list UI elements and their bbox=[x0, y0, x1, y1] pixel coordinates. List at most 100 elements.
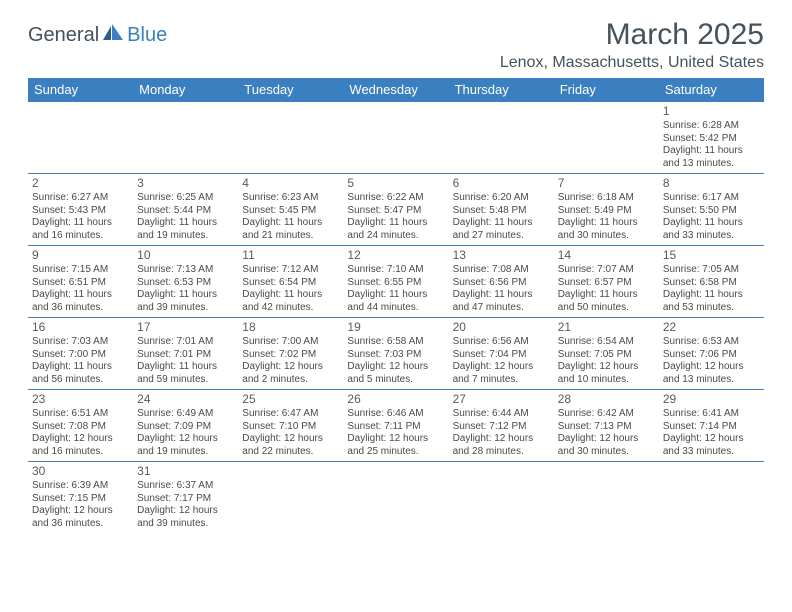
day-number: 11 bbox=[242, 248, 339, 263]
sunrise-text: Sunrise: 6:18 AM bbox=[558, 192, 655, 205]
logo-text-blue: Blue bbox=[127, 24, 167, 47]
calendar-cell: 9Sunrise: 7:15 AMSunset: 6:51 PMDaylight… bbox=[28, 246, 133, 318]
calendar-cell: 15Sunrise: 7:05 AMSunset: 6:58 PMDayligh… bbox=[659, 246, 764, 318]
sunset-text: Sunset: 6:58 PM bbox=[663, 277, 760, 290]
daylight-text: Daylight: 12 hours bbox=[347, 433, 444, 446]
sunset-text: Sunset: 7:13 PM bbox=[558, 421, 655, 434]
day-number: 12 bbox=[347, 248, 444, 263]
day-number: 15 bbox=[663, 248, 760, 263]
day-number: 4 bbox=[242, 176, 339, 191]
sunset-text: Sunset: 7:09 PM bbox=[137, 421, 234, 434]
sunrise-text: Sunrise: 6:58 AM bbox=[347, 336, 444, 349]
sunset-text: Sunset: 7:01 PM bbox=[137, 349, 234, 362]
daylight-text: Daylight: 11 hours bbox=[558, 217, 655, 230]
title-block: March 2025 Lenox, Massachusetts, United … bbox=[500, 18, 764, 72]
calendar-cell: 21Sunrise: 6:54 AMSunset: 7:05 PMDayligh… bbox=[554, 318, 659, 390]
day-number: 13 bbox=[453, 248, 550, 263]
day-number: 30 bbox=[32, 464, 129, 479]
daylight-text: and 25 minutes. bbox=[347, 446, 444, 459]
daylight-text: and 30 minutes. bbox=[558, 230, 655, 243]
sunrise-text: Sunrise: 6:54 AM bbox=[558, 336, 655, 349]
sunset-text: Sunset: 6:53 PM bbox=[137, 277, 234, 290]
daylight-text: and 36 minutes. bbox=[32, 302, 129, 315]
day-header: Wednesday bbox=[343, 78, 448, 102]
sunrise-text: Sunrise: 7:13 AM bbox=[137, 264, 234, 277]
daylight-text: Daylight: 11 hours bbox=[32, 289, 129, 302]
sunrise-text: Sunrise: 6:37 AM bbox=[137, 480, 234, 493]
day-number: 6 bbox=[453, 176, 550, 191]
daylight-text: Daylight: 12 hours bbox=[32, 433, 129, 446]
daylight-text: and 42 minutes. bbox=[242, 302, 339, 315]
calendar-row: 2Sunrise: 6:27 AMSunset: 5:43 PMDaylight… bbox=[28, 174, 764, 246]
day-number: 21 bbox=[558, 320, 655, 335]
daylight-text: and 13 minutes. bbox=[663, 374, 760, 387]
day-number: 25 bbox=[242, 392, 339, 407]
sunrise-text: Sunrise: 7:03 AM bbox=[32, 336, 129, 349]
daylight-text: and 19 minutes. bbox=[137, 446, 234, 459]
sunrise-text: Sunrise: 6:28 AM bbox=[663, 120, 760, 133]
daylight-text: Daylight: 11 hours bbox=[32, 217, 129, 230]
calendar-cell: 4Sunrise: 6:23 AMSunset: 5:45 PMDaylight… bbox=[238, 174, 343, 246]
calendar-cell: 19Sunrise: 6:58 AMSunset: 7:03 PMDayligh… bbox=[343, 318, 448, 390]
calendar-cell-empty bbox=[554, 102, 659, 174]
calendar-cell-empty bbox=[343, 462, 448, 534]
calendar-cell-empty bbox=[238, 462, 343, 534]
daylight-text: Daylight: 12 hours bbox=[663, 361, 760, 374]
daylight-text: and 56 minutes. bbox=[32, 374, 129, 387]
daylight-text: and 33 minutes. bbox=[663, 230, 760, 243]
daylight-text: and 5 minutes. bbox=[347, 374, 444, 387]
day-number: 5 bbox=[347, 176, 444, 191]
daylight-text: and 44 minutes. bbox=[347, 302, 444, 315]
sunrise-text: Sunrise: 6:56 AM bbox=[453, 336, 550, 349]
sunrise-text: Sunrise: 6:27 AM bbox=[32, 192, 129, 205]
daylight-text: and 53 minutes. bbox=[663, 302, 760, 315]
sunrise-text: Sunrise: 6:17 AM bbox=[663, 192, 760, 205]
day-number: 20 bbox=[453, 320, 550, 335]
day-header: Tuesday bbox=[238, 78, 343, 102]
calendar-cell: 29Sunrise: 6:41 AMSunset: 7:14 PMDayligh… bbox=[659, 390, 764, 462]
daylight-text: and 22 minutes. bbox=[242, 446, 339, 459]
daylight-text: and 39 minutes. bbox=[137, 518, 234, 531]
sunset-text: Sunset: 7:02 PM bbox=[242, 349, 339, 362]
daylight-text: and 7 minutes. bbox=[453, 374, 550, 387]
calendar-cell: 31Sunrise: 6:37 AMSunset: 7:17 PMDayligh… bbox=[133, 462, 238, 534]
calendar-cell: 5Sunrise: 6:22 AMSunset: 5:47 PMDaylight… bbox=[343, 174, 448, 246]
calendar-cell: 1Sunrise: 6:28 AMSunset: 5:42 PMDaylight… bbox=[659, 102, 764, 174]
sunrise-text: Sunrise: 7:12 AM bbox=[242, 264, 339, 277]
calendar-cell: 13Sunrise: 7:08 AMSunset: 6:56 PMDayligh… bbox=[449, 246, 554, 318]
day-number: 29 bbox=[663, 392, 760, 407]
calendar-cell: 17Sunrise: 7:01 AMSunset: 7:01 PMDayligh… bbox=[133, 318, 238, 390]
daylight-text: Daylight: 11 hours bbox=[242, 289, 339, 302]
daylight-text: and 30 minutes. bbox=[558, 446, 655, 459]
calendar-row: 9Sunrise: 7:15 AMSunset: 6:51 PMDaylight… bbox=[28, 246, 764, 318]
day-number: 8 bbox=[663, 176, 760, 191]
day-header: Thursday bbox=[449, 78, 554, 102]
daylight-text: and 50 minutes. bbox=[558, 302, 655, 315]
sunrise-text: Sunrise: 7:00 AM bbox=[242, 336, 339, 349]
daylight-text: Daylight: 11 hours bbox=[663, 289, 760, 302]
calendar-cell: 8Sunrise: 6:17 AMSunset: 5:50 PMDaylight… bbox=[659, 174, 764, 246]
daylight-text: and 16 minutes. bbox=[32, 230, 129, 243]
sunset-text: Sunset: 5:49 PM bbox=[558, 205, 655, 218]
logo: General Blue bbox=[28, 24, 167, 47]
sunrise-text: Sunrise: 6:46 AM bbox=[347, 408, 444, 421]
sunrise-text: Sunrise: 6:53 AM bbox=[663, 336, 760, 349]
daylight-text: and 10 minutes. bbox=[558, 374, 655, 387]
sunset-text: Sunset: 7:17 PM bbox=[137, 493, 234, 506]
daylight-text: Daylight: 12 hours bbox=[242, 361, 339, 374]
day-number: 26 bbox=[347, 392, 444, 407]
sunrise-text: Sunrise: 6:51 AM bbox=[32, 408, 129, 421]
day-number: 31 bbox=[137, 464, 234, 479]
sunrise-text: Sunrise: 7:01 AM bbox=[137, 336, 234, 349]
daylight-text: Daylight: 11 hours bbox=[137, 289, 234, 302]
sunset-text: Sunset: 7:00 PM bbox=[32, 349, 129, 362]
sunset-text: Sunset: 6:57 PM bbox=[558, 277, 655, 290]
daylight-text: Daylight: 12 hours bbox=[242, 433, 339, 446]
sunrise-text: Sunrise: 7:15 AM bbox=[32, 264, 129, 277]
day-number: 3 bbox=[137, 176, 234, 191]
sunset-text: Sunset: 5:45 PM bbox=[242, 205, 339, 218]
calendar-cell-empty bbox=[449, 462, 554, 534]
calendar-cell: 24Sunrise: 6:49 AMSunset: 7:09 PMDayligh… bbox=[133, 390, 238, 462]
calendar-cell: 7Sunrise: 6:18 AMSunset: 5:49 PMDaylight… bbox=[554, 174, 659, 246]
day-number: 2 bbox=[32, 176, 129, 191]
